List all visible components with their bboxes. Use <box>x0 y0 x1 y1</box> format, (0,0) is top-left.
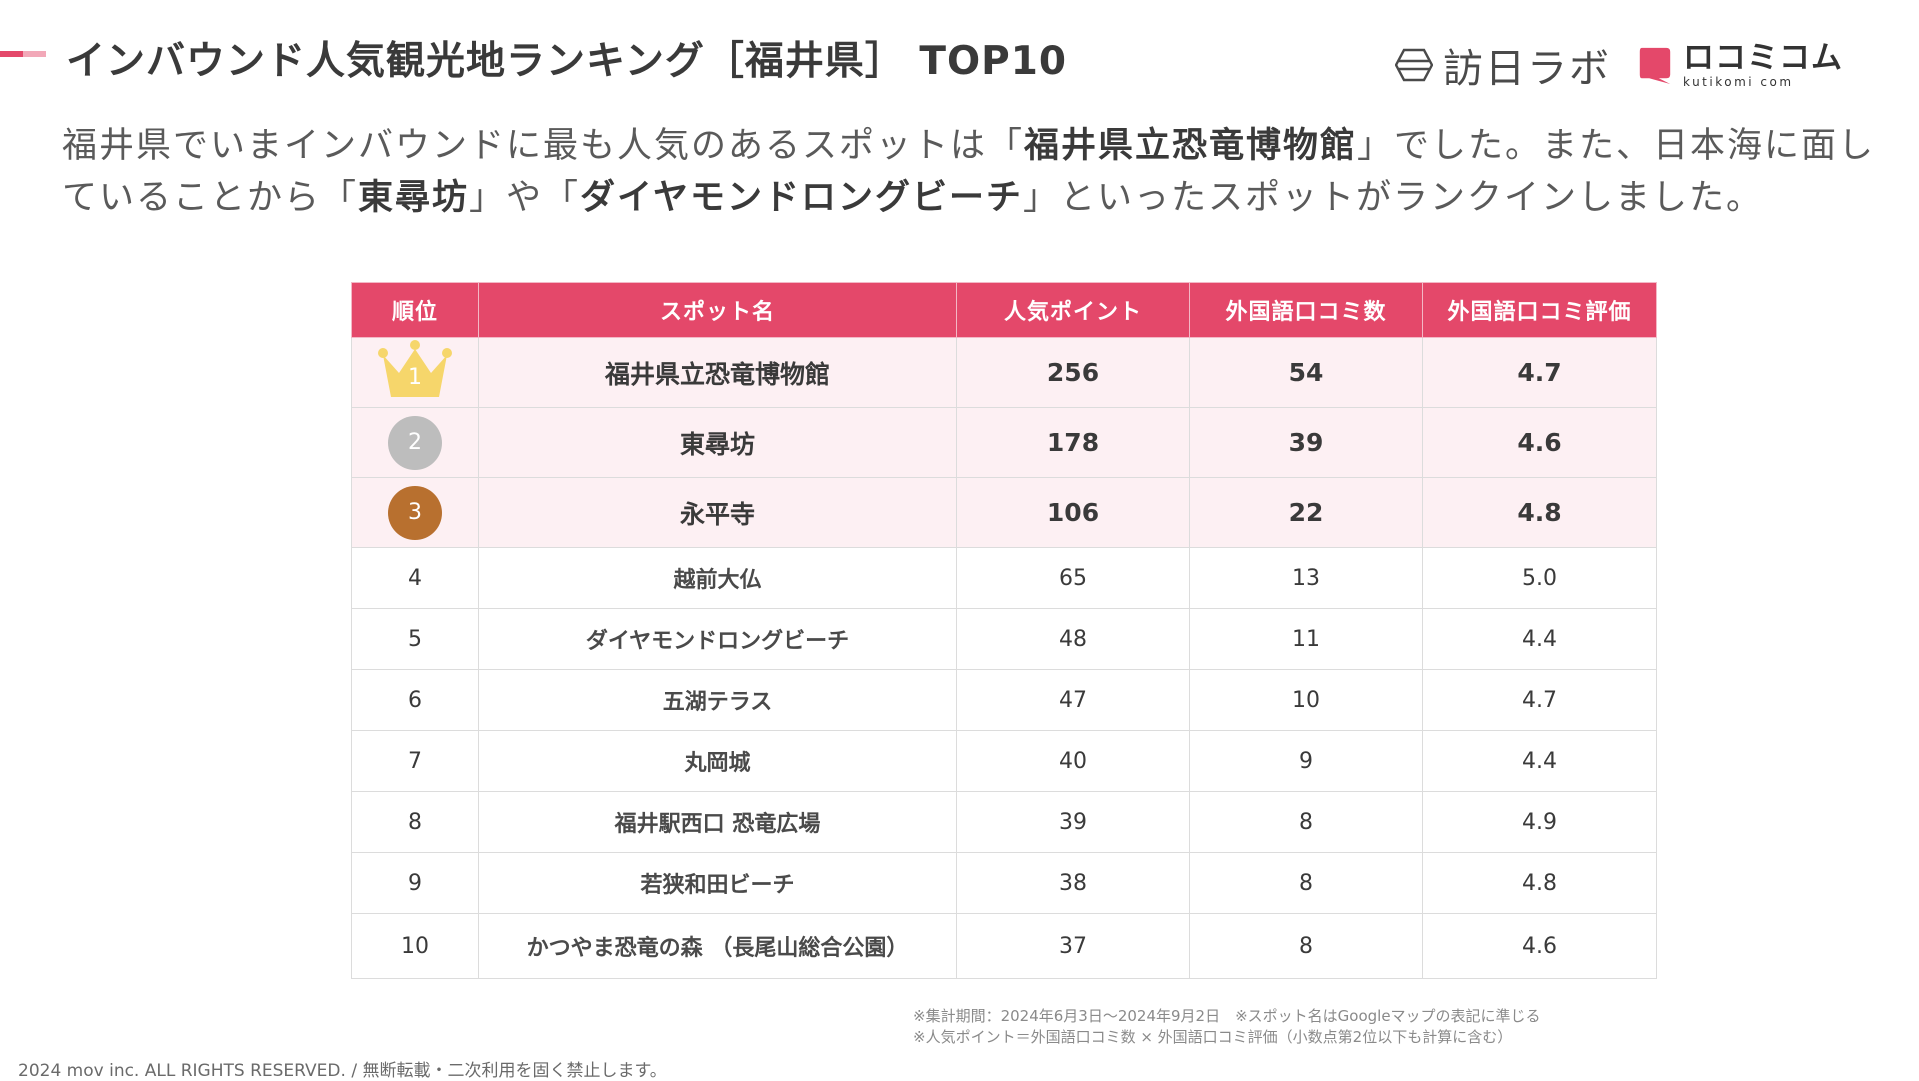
rank-cell: 2 <box>351 407 479 478</box>
review-count: 13 <box>1189 547 1423 609</box>
silver-medal-icon: 2 <box>388 415 442 470</box>
page-title: インバウンド人気観光地ランキング［福井県］ TOP10 <box>66 39 1068 84</box>
spot-name: 五湖テラス <box>478 669 957 731</box>
popularity-points: 38 <box>956 852 1190 914</box>
summary-highlight-1: 福井県立恐竜博物館 <box>1024 126 1358 166</box>
houjin-labo-logo: 訪日ラボ <box>1395 36 1611 94</box>
summary-highlight-2: 東尋坊 <box>358 178 470 218</box>
header-rank: 順位 <box>351 282 479 338</box>
spot-name: 福井県立恐竜博物館 <box>478 337 957 408</box>
rank-cell: 4 <box>351 547 479 609</box>
rank-cell: 5 <box>351 608 479 670</box>
header-popularity-points: 人気ポイント <box>956 282 1190 338</box>
rank-number: 2 <box>408 430 422 455</box>
summary-text-1: 福井県でいまインバウンドに最も人気のあるスポットは「 <box>62 126 1025 166</box>
review-rating: 4.8 <box>1422 852 1657 914</box>
popularity-points: 65 <box>956 547 1190 609</box>
header-spot-name: スポット名 <box>478 282 957 338</box>
summary-text-4: 」といったスポットがランクインしました。 <box>1023 178 1764 218</box>
rank-cell: 6 <box>351 669 479 731</box>
bronze-medal-icon: 3 <box>388 485 442 540</box>
review-count: 10 <box>1189 669 1423 731</box>
spot-name: 丸岡城 <box>478 730 957 792</box>
header-foreign-review-count: 外国語口コミ数 <box>1189 282 1423 338</box>
hexagon-mark-icon <box>1395 48 1433 82</box>
spot-name: 福井駅西口 恐竜広場 <box>478 791 957 853</box>
rank-number: 1 <box>408 364 422 390</box>
spot-name: ダイヤモンドロングビーチ <box>478 608 957 670</box>
kutikomi-logo: ロコミコム kutikomi com <box>1637 39 1843 89</box>
speech-bubble-icon <box>1639 47 1671 84</box>
houjin-labo-text: 訪日ラボ <box>1443 46 1611 92</box>
rank-cell: 7 <box>351 730 479 792</box>
review-count: 8 <box>1189 791 1423 853</box>
review-rating: 4.6 <box>1422 407 1657 478</box>
spot-name: 越前大仏 <box>478 547 957 609</box>
title-accent-bar <box>0 51 46 57</box>
rank-number: 3 <box>408 500 422 525</box>
table-row: 2 東尋坊 178 39 4.6 <box>351 407 1657 478</box>
brand-logos: 訪日ラボ ロコミコム kutikomi com <box>1395 36 1843 94</box>
gold-crown-icon: 1 <box>375 339 455 401</box>
review-count: 22 <box>1189 477 1423 548</box>
table-row: 1 福井県立恐竜博物館 256 54 4.7 <box>351 337 1657 408</box>
summary-paragraph: 福井県でいまインバウンドに最も人気のあるスポットは「福井県立恐竜博物館」でした。… <box>62 120 1882 224</box>
kutikomi-logo-en: kutikomi com <box>1683 74 1794 89</box>
table-header-row: 順位 スポット名 人気ポイント 外国語口コミ数 外国語口コミ評価 <box>351 282 1657 338</box>
popularity-points: 40 <box>956 730 1190 792</box>
review-rating: 5.0 <box>1422 547 1657 609</box>
table-row: 7 丸岡城 40 9 4.4 <box>351 730 1657 792</box>
popularity-points: 178 <box>956 407 1190 478</box>
accent-bar-dark <box>0 51 23 57</box>
review-count: 11 <box>1189 608 1423 670</box>
review-count: 39 <box>1189 407 1423 478</box>
review-count: 9 <box>1189 730 1423 792</box>
table-row: 4 越前大仏 65 13 5.0 <box>351 547 1657 609</box>
review-rating: 4.8 <box>1422 477 1657 548</box>
review-count: 8 <box>1189 913 1423 979</box>
note-line-1: ※集計期間：2024年6月3日〜2024年9月2日 ※スポット名はGoogleマ… <box>913 1007 1541 1025</box>
summary-text-3: 」や「 <box>469 178 581 218</box>
table-row: 3 永平寺 106 22 4.8 <box>351 477 1657 548</box>
summary-highlight-3: ダイヤモンドロングビーチ <box>580 178 1023 218</box>
table-row: 6 五湖テラス 47 10 4.7 <box>351 669 1657 731</box>
table-row: 10 かつやま恐竜の森 （長尾山総合公園） 37 8 4.6 <box>351 913 1657 979</box>
rank-cell: 9 <box>351 852 479 914</box>
rank-cell: 3 <box>351 477 479 548</box>
table-row: 5 ダイヤモンドロングビーチ 48 11 4.4 <box>351 608 1657 670</box>
table-notes: ※集計期間：2024年6月3日〜2024年9月2日 ※スポット名はGoogleマ… <box>913 1006 1541 1048</box>
review-count: 54 <box>1189 337 1423 408</box>
review-rating: 4.4 <box>1422 730 1657 792</box>
review-rating: 4.4 <box>1422 608 1657 670</box>
header-foreign-review-rating: 外国語口コミ評価 <box>1422 282 1657 338</box>
note-line-2: ※人気ポイント＝外国語口コミ数 × 外国語口コミ評価（小数点第2位以下も計算に含… <box>913 1028 1513 1046</box>
popularity-points: 106 <box>956 477 1190 548</box>
summary-text-2: 」でした。また、日本海に面していることから「 <box>62 126 1876 218</box>
copyright-footer: 2024 mov inc. ALL RIGHTS RESERVED. / 無断転… <box>18 1061 667 1081</box>
spot-name: かつやま恐竜の森 （長尾山総合公園） <box>478 913 957 979</box>
table-row: 9 若狭和田ビーチ 38 8 4.8 <box>351 852 1657 914</box>
popularity-points: 39 <box>956 791 1190 853</box>
popularity-points: 37 <box>956 913 1190 979</box>
review-rating: 4.7 <box>1422 337 1657 408</box>
ranking-table: 順位 スポット名 人気ポイント 外国語口コミ数 外国語口コミ評価 1 福井県 <box>351 282 1657 979</box>
spot-name: 東尋坊 <box>478 407 957 478</box>
accent-bar-light <box>23 51 46 57</box>
review-count: 8 <box>1189 852 1423 914</box>
kutikomi-logo-jp: ロコミコム <box>1683 39 1843 76</box>
popularity-points: 48 <box>956 608 1190 670</box>
table-row: 8 福井駅西口 恐竜広場 39 8 4.9 <box>351 791 1657 853</box>
spot-name: 若狭和田ビーチ <box>478 852 957 914</box>
review-rating: 4.7 <box>1422 669 1657 731</box>
spot-name: 永平寺 <box>478 477 957 548</box>
review-rating: 4.6 <box>1422 913 1657 979</box>
review-rating: 4.9 <box>1422 791 1657 853</box>
rank-cell: 1 <box>351 337 479 408</box>
rank-cell: 8 <box>351 791 479 853</box>
popularity-points: 47 <box>956 669 1190 731</box>
rank-cell: 10 <box>351 913 479 979</box>
popularity-points: 256 <box>956 337 1190 408</box>
